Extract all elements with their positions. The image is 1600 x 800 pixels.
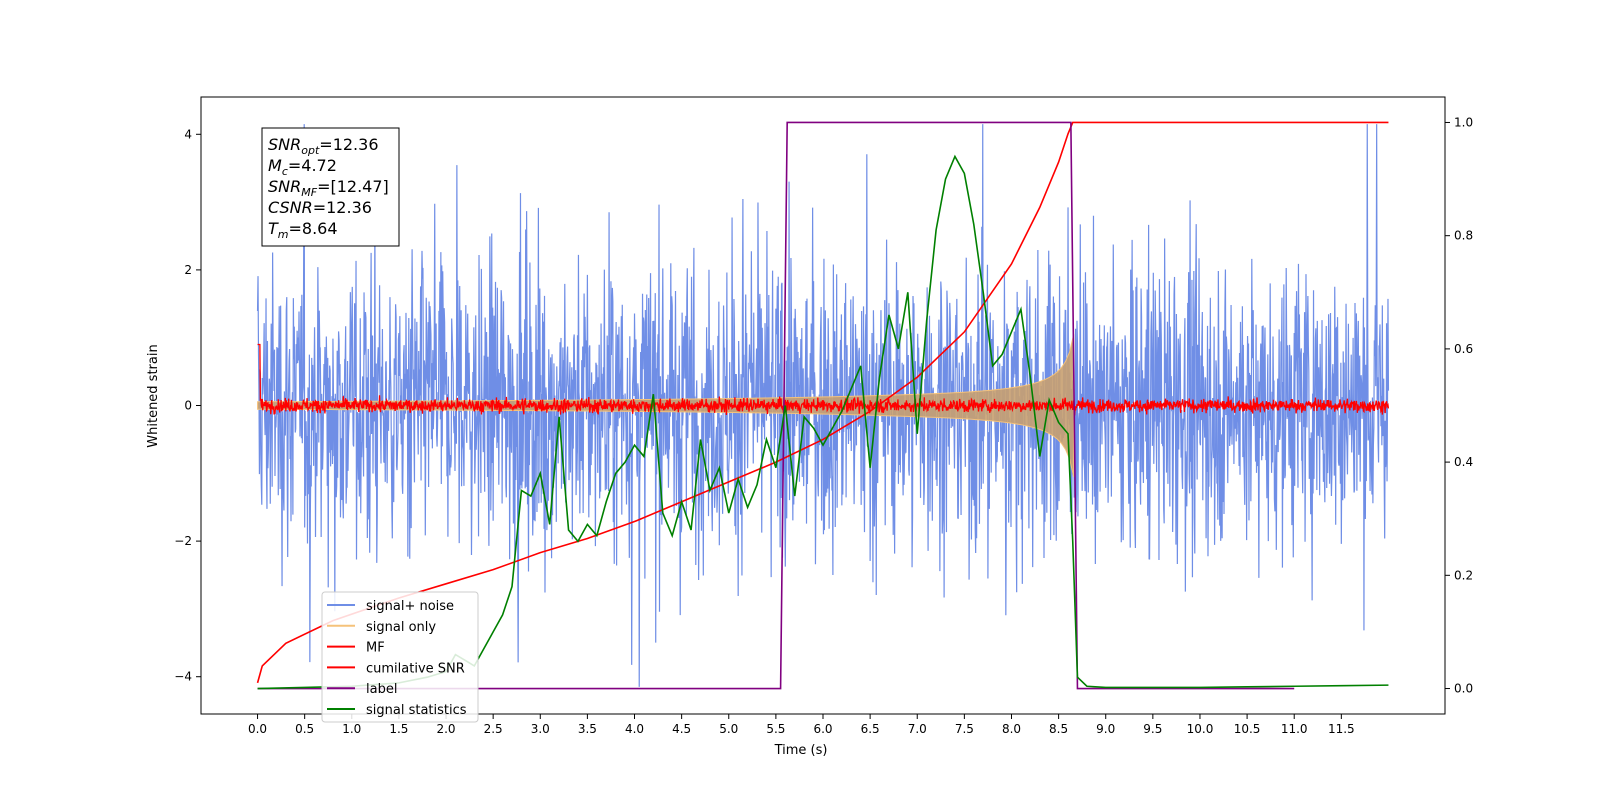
y-tick-label: 0 bbox=[184, 399, 192, 413]
legend: signal+ noise signal only MF cumilative SNR… bbox=[321, 591, 479, 723]
series-mf bbox=[257, 343, 1390, 416]
x-axis-title: Time (s) bbox=[774, 743, 828, 758]
legend-entry: signal statistics bbox=[366, 703, 467, 718]
y-axis-title: Whitened strain bbox=[146, 344, 161, 447]
annotation-line: SNRMF=[12.47] bbox=[268, 177, 389, 199]
x-tick-label: 5.5 bbox=[766, 722, 785, 736]
y2-tick-label: 0.8 bbox=[1454, 229, 1473, 243]
x-tick-label: 9.5 bbox=[1143, 722, 1162, 736]
x-tick-label: 7.0 bbox=[908, 722, 927, 736]
annotation-line: CSNR=12.36 bbox=[268, 198, 372, 217]
x-tick-label: 2.0 bbox=[436, 722, 455, 736]
x-tick-label: 4.0 bbox=[625, 722, 644, 736]
x-tick-label: 9.0 bbox=[1096, 722, 1115, 736]
series-label bbox=[257, 121, 1295, 690]
x-tick-label: 4.5 bbox=[672, 722, 691, 736]
series-signal-statistics bbox=[257, 154, 1389, 690]
legend-frame bbox=[321, 591, 479, 723]
x-tick-label: 5.0 bbox=[719, 722, 738, 736]
y2-tick-label: 0.6 bbox=[1454, 342, 1473, 356]
legend-entry: signal only bbox=[366, 620, 436, 635]
x-tick-label: 7.5 bbox=[955, 722, 974, 736]
x-tick-label: 10.0 bbox=[1187, 722, 1214, 736]
x-tick-label: 8.5 bbox=[1049, 722, 1068, 736]
x-tick-label: 8.0 bbox=[1002, 722, 1021, 736]
legend-entry: label bbox=[366, 682, 397, 697]
x-tick-label: 6.0 bbox=[813, 722, 832, 736]
x-tick-label: 0.5 bbox=[295, 722, 314, 736]
x-tick-label: 6.5 bbox=[861, 722, 880, 736]
y2-tick-label: 0.0 bbox=[1454, 682, 1473, 696]
x-tick-label: 3.5 bbox=[578, 722, 597, 736]
annotation-frame bbox=[261, 127, 400, 247]
y2-tick-label: 1.0 bbox=[1454, 115, 1473, 129]
y-tick-label: −2 bbox=[174, 534, 192, 548]
annotation-line: SNRopt=12.36 bbox=[268, 135, 379, 157]
legend-entry: signal+ noise bbox=[366, 599, 454, 614]
y2-tick-label: 0.2 bbox=[1454, 568, 1473, 582]
axes: 0.0 0.5 1.0 1.5 2.0 2.5 3.0 3.5 4.0 4.5 5.0 5.5 6.0 6… bbox=[174, 96, 1473, 736]
annotation-box: SNRopt=12.36Mc=4.72SNRMF=[12.47]CSNR=12.… bbox=[261, 127, 400, 247]
y-tick-label: −4 bbox=[174, 670, 192, 684]
annotation-line: Mc=4.72 bbox=[268, 156, 337, 178]
x-tick-label: 2.5 bbox=[484, 722, 503, 736]
series-signal-noise bbox=[256, 124, 1390, 687]
y-tick-label: 4 bbox=[184, 127, 192, 141]
legend-entry: MF bbox=[366, 641, 385, 656]
x-tick-label: 1.5 bbox=[389, 722, 408, 736]
x-tick-label: 3.0 bbox=[531, 722, 550, 736]
x-tick-label: 11.0 bbox=[1281, 722, 1308, 736]
legend-entry: cumilative SNR bbox=[366, 661, 465, 676]
y-tick-label: 2 bbox=[184, 263, 192, 277]
annotation-line: Tm=8.64 bbox=[268, 219, 338, 241]
x-tick-label: 1.0 bbox=[342, 722, 361, 736]
y2-tick-label: 0.4 bbox=[1454, 455, 1473, 469]
x-tick-label: 10.5 bbox=[1234, 722, 1261, 736]
x-tick-label: 0.0 bbox=[248, 722, 267, 736]
x-tick-label: 11.5 bbox=[1328, 722, 1355, 736]
